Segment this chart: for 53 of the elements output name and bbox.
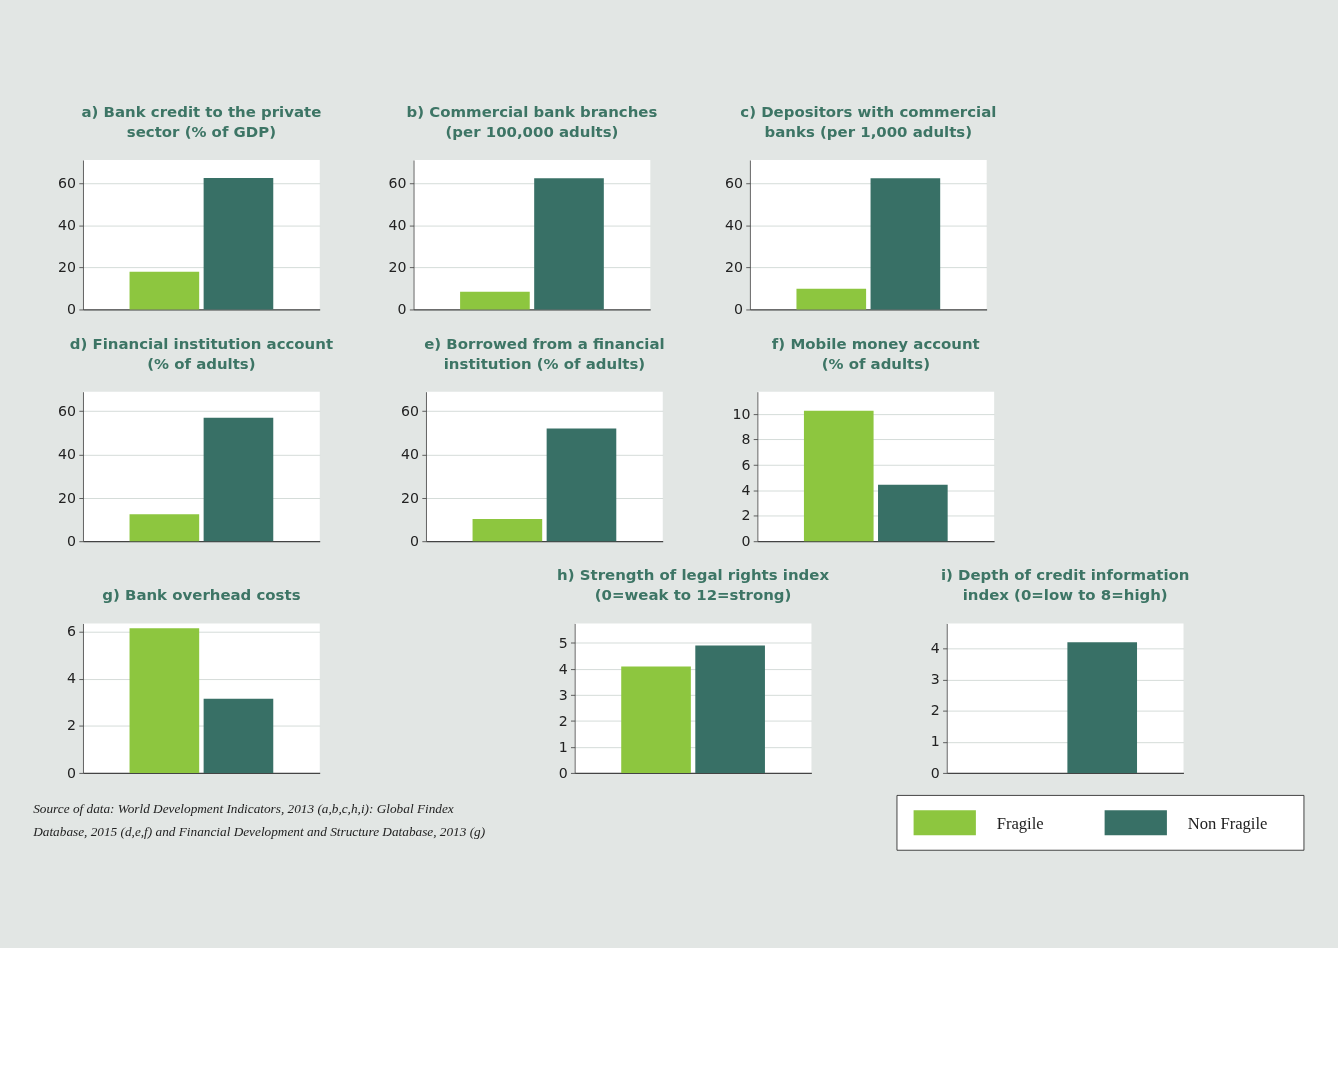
chart-title: f) Mobile money account (% of adults) [771, 334, 980, 373]
y-tick-label: 6 [67, 623, 77, 640]
y-tick-label: 20 [388, 259, 407, 276]
y-tick-label: 40 [388, 216, 407, 233]
y-tick-label: 5 [558, 634, 568, 651]
y-tick-label: 0 [930, 764, 940, 781]
chart-title: i) Depth of credit information index (0=low to 8=high) [940, 566, 1190, 605]
source-note: Source of data: World Development Indicators, 2013 (a,b,c,h,i): Global Findex Database, 2015 (d,e,f) and Financial Development and Structure Database, 2013 (g) [32, 800, 486, 840]
y-tick-label: 0 [733, 301, 743, 318]
chart-title: a) Bank credit to the private sector (% of GDP) [81, 102, 322, 141]
y-tick-label: 20 [58, 259, 76, 276]
y-tick-label: 60 [58, 402, 76, 419]
y-tick-label: 40 [58, 216, 76, 233]
chart-title: b) Commercial bank branches (per 100,000 adults) [406, 102, 658, 141]
y-tick-label: 0 [741, 532, 751, 549]
y-tick-label: 40 [401, 446, 420, 463]
y-tick-label: 10 [732, 405, 751, 422]
chart-title: d) Financial institution account (% of adults) [69, 334, 334, 373]
y-tick-label: 20 [724, 259, 743, 276]
y-tick-label: 0 [67, 301, 77, 318]
chart-title: g) Bank overhead costs [102, 586, 301, 605]
y-tick-label: 3 [930, 671, 940, 688]
y-tick-label: 0 [410, 532, 420, 549]
chart-title: e) Borrowed from a financial institution (% of adults) [424, 334, 665, 373]
y-tick-label: 3 [558, 686, 568, 703]
y-tick-label: 40 [724, 216, 743, 233]
y-tick-label: 60 [388, 174, 407, 191]
y-tick-label: 2 [67, 717, 76, 734]
y-tick-label: 0 [397, 301, 407, 318]
y-tick-label: 1 [930, 733, 940, 750]
y-tick-label: 20 [401, 489, 420, 506]
chart-title: c) Depositors with commercial banks (per 1,000 adults) [740, 102, 997, 141]
y-tick-label: 4 [930, 639, 940, 656]
y-tick-label: 60 [401, 402, 420, 419]
y-tick-label: 0 [67, 764, 77, 781]
y-tick-label: 60 [58, 174, 76, 191]
y-tick-label: 8 [741, 431, 751, 448]
y-tick-label: 60 [724, 174, 743, 191]
legend-label: Non Fragile [1187, 813, 1268, 833]
legend-label: Fragile [996, 813, 1044, 833]
y-tick-label: 4 [741, 481, 751, 498]
y-tick-label: 0 [67, 532, 77, 549]
y-tick-label: 2 [930, 702, 940, 719]
y-tick-label: 4 [67, 670, 77, 687]
y-tick-label: 40 [58, 446, 76, 463]
y-tick-label: 0 [558, 764, 568, 781]
y-tick-label: 20 [58, 489, 76, 506]
chart-title: h) Strength of legal rights index (0=weak to 12=strong) [557, 566, 830, 605]
y-tick-label: 4 [558, 660, 568, 677]
y-tick-label: 2 [558, 712, 568, 729]
y-tick-label: 6 [741, 456, 751, 473]
y-tick-label: 1 [558, 738, 568, 755]
y-tick-label: 2 [741, 507, 751, 524]
